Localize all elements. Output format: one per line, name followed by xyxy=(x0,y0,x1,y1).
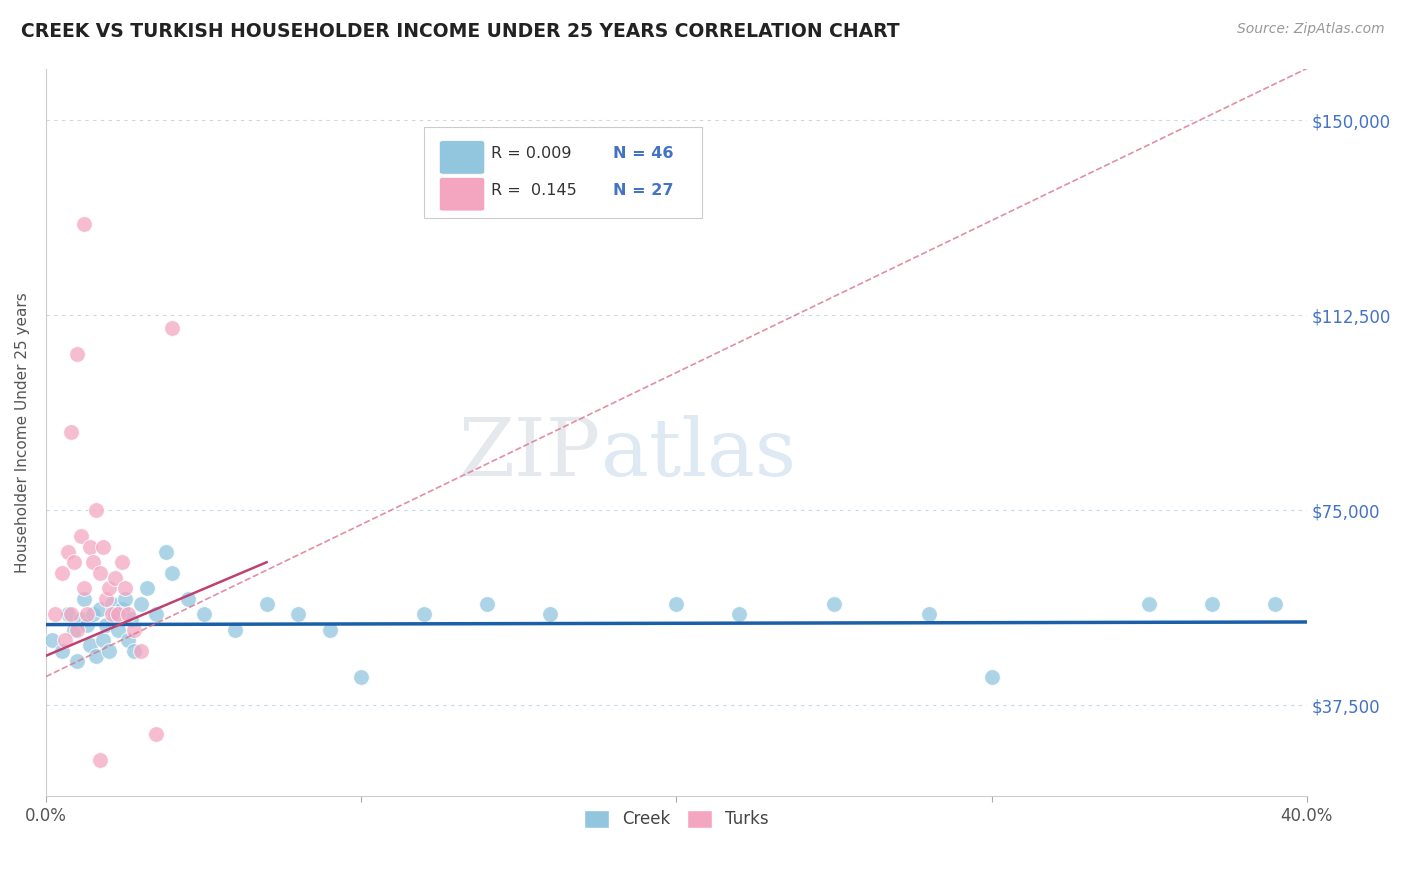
Point xyxy=(177,591,200,606)
Point xyxy=(94,617,117,632)
Point xyxy=(122,623,145,637)
Text: CREEK VS TURKISH HOUSEHOLDER INCOME UNDER 25 YEARS CORRELATION CHART: CREEK VS TURKISH HOUSEHOLDER INCOME UNDE… xyxy=(21,22,900,41)
Point xyxy=(91,540,114,554)
Text: N = 27: N = 27 xyxy=(613,183,673,198)
Point xyxy=(101,597,124,611)
Point xyxy=(350,669,373,683)
Point xyxy=(82,555,104,569)
Text: Source: ZipAtlas.com: Source: ZipAtlas.com xyxy=(1237,22,1385,37)
Point xyxy=(135,581,157,595)
Point xyxy=(73,218,96,232)
Point xyxy=(413,607,436,622)
Point xyxy=(287,607,309,622)
Point xyxy=(129,643,152,657)
Point xyxy=(114,591,136,606)
Point xyxy=(538,607,561,622)
Point xyxy=(129,597,152,611)
Point xyxy=(122,643,145,657)
Text: atlas: atlas xyxy=(600,415,796,493)
Point xyxy=(104,607,127,622)
Point xyxy=(111,555,134,569)
Point xyxy=(51,566,73,580)
Point xyxy=(73,581,96,595)
Point xyxy=(104,571,127,585)
Text: R =  0.145: R = 0.145 xyxy=(491,183,576,198)
Point xyxy=(73,591,96,606)
Point xyxy=(89,753,111,767)
Point xyxy=(94,591,117,606)
Point xyxy=(101,607,124,622)
FancyBboxPatch shape xyxy=(425,127,702,218)
Point xyxy=(1201,597,1223,611)
Point xyxy=(111,602,134,616)
Point xyxy=(60,425,83,440)
Point xyxy=(76,607,98,622)
Point xyxy=(980,669,1002,683)
Point xyxy=(79,639,101,653)
Point xyxy=(76,617,98,632)
Y-axis label: Householder Income Under 25 years: Householder Income Under 25 years xyxy=(15,292,30,573)
Point xyxy=(117,607,139,622)
Point xyxy=(86,648,108,663)
Point xyxy=(91,633,114,648)
Point xyxy=(89,566,111,580)
Point xyxy=(477,597,499,611)
Point xyxy=(160,321,183,335)
Point xyxy=(82,607,104,622)
Text: R = 0.009: R = 0.009 xyxy=(491,146,571,161)
FancyBboxPatch shape xyxy=(439,141,485,174)
Point xyxy=(69,529,91,543)
Point xyxy=(107,607,129,622)
Text: N = 46: N = 46 xyxy=(613,146,673,161)
Point xyxy=(155,545,177,559)
Point xyxy=(51,643,73,657)
Point xyxy=(728,607,751,622)
Text: ZIP: ZIP xyxy=(458,415,600,493)
Point xyxy=(66,623,89,637)
FancyBboxPatch shape xyxy=(439,178,485,211)
Point xyxy=(63,623,86,637)
Point xyxy=(53,633,76,648)
Point xyxy=(60,607,83,622)
Point xyxy=(98,643,121,657)
Point xyxy=(1264,597,1286,611)
Point xyxy=(66,347,89,361)
Point xyxy=(145,607,167,622)
Legend: Creek, Turks: Creek, Turks xyxy=(576,803,776,835)
Point xyxy=(66,654,89,668)
Point xyxy=(145,727,167,741)
Point xyxy=(41,633,63,648)
Point xyxy=(114,581,136,595)
Point xyxy=(44,607,66,622)
Point xyxy=(79,540,101,554)
Point xyxy=(823,597,845,611)
Point xyxy=(120,612,142,626)
Point xyxy=(89,602,111,616)
Point xyxy=(69,612,91,626)
Point xyxy=(318,623,340,637)
Point xyxy=(193,607,215,622)
Point xyxy=(117,633,139,648)
Point xyxy=(63,555,86,569)
Point xyxy=(56,607,79,622)
Point xyxy=(665,597,688,611)
Point xyxy=(160,566,183,580)
Point xyxy=(107,623,129,637)
Point xyxy=(224,623,246,637)
Point xyxy=(917,607,939,622)
Point xyxy=(86,503,108,517)
Point xyxy=(256,597,278,611)
Point xyxy=(1137,597,1160,611)
Point xyxy=(56,545,79,559)
Point xyxy=(98,581,121,595)
